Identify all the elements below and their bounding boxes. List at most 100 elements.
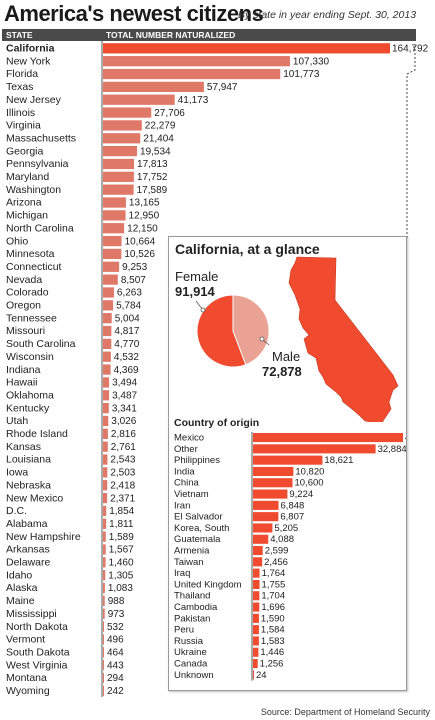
state-label: Alabama [6,518,48,530]
california-inset: California, at a glance Female 91,914 Ma… [168,236,407,691]
state-bar [103,43,390,54]
state-bar [103,287,114,298]
country-label: United Kingdom [174,579,242,590]
country-bar [253,613,259,623]
state-label: Louisiana [6,454,51,466]
state-value-label: 1,589 [109,532,134,543]
state-bar [103,454,108,465]
country-label: India [174,466,195,477]
state-bar [103,531,106,542]
state-bar [103,403,109,414]
country-label: China [174,478,200,489]
state-bar [103,261,120,272]
state-value-label: 4,817 [114,326,139,337]
state-bar [103,235,122,247]
state-value-label: 17,752 [137,172,168,183]
state-value-label: 5,004 [115,313,140,324]
state-value-label: 2,418 [110,480,135,491]
state-label: Alaska [6,582,38,594]
country-value-label: 10,600 [295,478,324,489]
state-label: South Dakota [6,646,70,658]
state-value-label: 12,150 [127,223,158,234]
state-column-header: STATE [6,30,33,40]
country-bar [253,546,263,556]
california-map-shape [288,256,399,422]
female-slice [196,294,247,368]
male-leader-dot [259,336,265,342]
state-label: Connecticut [6,261,62,273]
state-label: Michigan [6,210,48,222]
state-value-label: 988 [108,596,125,607]
country-label: Ukraine [174,647,207,658]
source-note: Source: Department of Homeland Security [260,707,430,717]
state-value-label: 27,706 [154,108,185,119]
state-label: Rhode Island [6,428,68,440]
state-label: Nebraska [6,479,51,491]
state-value-label: 57,947 [207,82,238,93]
state-bar [103,467,108,478]
state-value-label: 21,404 [143,133,174,144]
state-bar [103,634,104,645]
gender-pie-chart [195,256,399,422]
state-bar [103,81,204,92]
state-label: Massachusetts [6,132,76,144]
state-bar [103,94,175,105]
state-bar [103,146,138,157]
country-bar [253,444,376,454]
state-bar [103,557,106,568]
country-label: Thailand [174,591,210,602]
country-label: Iran [174,500,190,511]
state-bar [103,197,126,208]
state-label: Tennessee [6,312,57,324]
state-value-label: 3,341 [112,403,137,414]
country-value-label: 9,224 [289,489,313,500]
country-label: Peru [174,625,194,636]
country-bar [253,602,260,612]
country-bar [253,625,259,635]
country-bar [253,636,259,646]
state-bar [103,480,108,491]
country-value-label: 1,704 [261,591,285,602]
country-value-label: 5,205 [274,523,298,534]
state-label: North Carolina [6,222,74,234]
state-value-label: 164,792 [392,44,429,55]
country-value-label: 1,583 [261,636,285,647]
state-label: Maryland [6,171,49,183]
state-bar [103,608,105,619]
state-value-label: 2,371 [110,493,135,504]
state-label: Texas [6,81,33,93]
state-value-label: 2,503 [110,468,135,479]
country-value-label: 32,884 [378,444,406,455]
country-label: Pakistan [174,613,210,624]
state-label: Illinois [6,107,35,119]
state-label: Wyoming [6,685,50,697]
state-value-label: 41,173 [178,95,209,106]
state-bar [103,325,112,337]
state-value-label: 22,279 [145,121,176,132]
state-bar [103,338,112,349]
male-value: 72,878 [262,364,302,379]
state-bar [103,364,111,375]
state-value-label: 4,369 [114,365,139,376]
country-label: Canada [174,659,208,670]
state-value-label: 10,664 [125,236,156,247]
state-label: Missouri [6,325,45,337]
state-label: Maine [6,595,35,607]
state-label: New Jersey [6,94,62,106]
state-value-label: 1,811 [109,519,134,530]
state-bar [103,377,110,388]
state-value-label: 1,854 [109,506,134,517]
country-label: Russia [174,636,204,647]
state-value-label: 12,950 [129,211,160,222]
state-label: D.C. [6,505,27,517]
country-bar [253,534,269,544]
state-label: Delaware [6,557,51,569]
state-bar [103,441,108,452]
leader-line [406,46,416,238]
state-label: Oklahoma [6,389,54,401]
state-label: Kentucky [6,402,50,414]
state-bar [103,582,105,594]
state-label: New Mexico [6,492,63,504]
chart-subtitle: By state in year ending Sept. 30, 2013 [238,9,417,21]
